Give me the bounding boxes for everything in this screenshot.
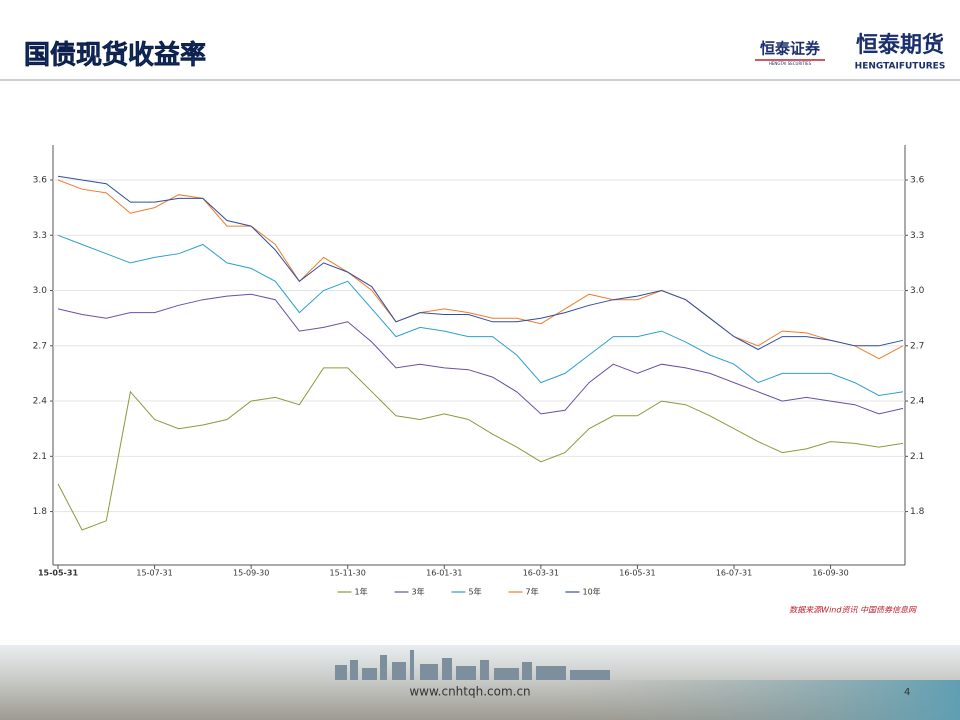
series-line — [57, 179, 904, 360]
legend-label: 1年 — [355, 587, 368, 597]
logo-text: 恒泰期货 — [856, 32, 944, 58]
y2-tick-label: 2.4 — [910, 397, 925, 407]
y-tick-label: 3.0 — [33, 286, 48, 296]
slide-title: 国债现货收益率 — [24, 40, 206, 71]
x-tick-label: 16-03-31 — [523, 569, 559, 578]
page-number: 4 — [904, 687, 910, 698]
legend-label: 10年 — [583, 587, 601, 597]
y2-tick-label: 3.6 — [910, 176, 925, 186]
y2-tick-label: 2.1 — [910, 452, 924, 462]
series-line — [57, 293, 904, 415]
legend-label: 7年 — [526, 587, 539, 597]
footer-sea — [560, 680, 960, 720]
series-line — [57, 234, 904, 397]
y2-tick-label: 1.8 — [910, 507, 925, 517]
logo-subtext: HENGTAI SECURITIES — [769, 61, 812, 66]
logo-text: 恒泰证券 — [760, 40, 821, 58]
legend-label: 3年 — [412, 587, 425, 597]
source-note: 数据来源Wind资讯 中国债券信息网 — [789, 606, 917, 615]
y-tick-label: 2.1 — [33, 452, 47, 462]
y2-tick-label: 3.3 — [910, 231, 924, 241]
y-tick-label: 2.4 — [33, 397, 48, 407]
legend-label: 5年 — [469, 587, 482, 597]
series-line — [57, 367, 904, 531]
footer-url: www.cnhtqh.com.cn — [409, 685, 530, 699]
y2-tick-label: 3.0 — [910, 286, 925, 296]
logo-subtext: HENGTAIFUTURES — [855, 62, 946, 72]
series-line — [57, 175, 904, 351]
x-tick-label: 16-07-31 — [716, 569, 752, 578]
x-tick-label: 16-09-30 — [812, 569, 848, 578]
x-tick-label: 15-11-30 — [330, 569, 366, 578]
x-tick-label: 16-01-31 — [426, 569, 462, 578]
skyline — [335, 650, 610, 680]
y-tick-label: 2.7 — [33, 341, 47, 351]
x-tick-label: 15-07-31 — [136, 569, 172, 578]
y2-tick-label: 2.7 — [910, 341, 924, 351]
y-tick-label: 3.6 — [33, 176, 48, 186]
x-tick-label: 15-05-31 — [38, 569, 78, 578]
y-tick-label: 3.3 — [33, 231, 47, 241]
x-tick-label: 16-05-31 — [619, 569, 655, 578]
y-tick-label: 1.8 — [33, 507, 48, 517]
x-tick-label: 15-09-30 — [233, 569, 269, 578]
